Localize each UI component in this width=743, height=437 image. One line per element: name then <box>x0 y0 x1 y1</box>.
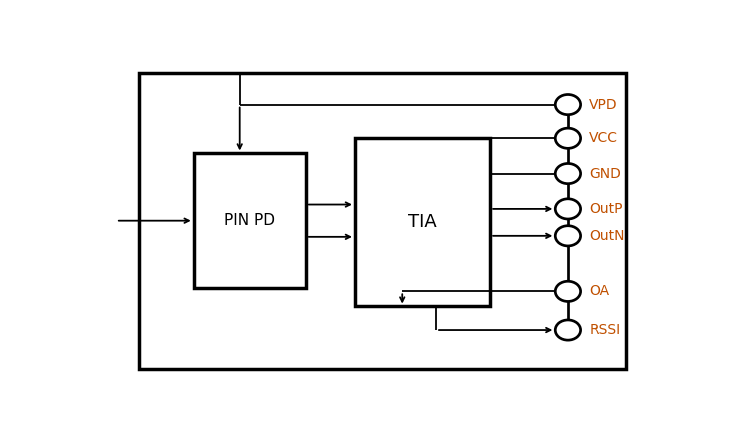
Ellipse shape <box>555 163 580 184</box>
Ellipse shape <box>555 281 580 302</box>
Text: RSSI: RSSI <box>589 323 620 337</box>
Text: GND: GND <box>589 166 621 180</box>
Text: TIA: TIA <box>408 213 437 231</box>
Ellipse shape <box>555 94 580 114</box>
Text: OutN: OutN <box>589 229 625 243</box>
Text: OA: OA <box>589 284 609 298</box>
Ellipse shape <box>555 199 580 219</box>
Text: VCC: VCC <box>589 131 618 145</box>
Bar <box>139 73 626 369</box>
Bar <box>355 138 490 306</box>
Text: VPD: VPD <box>589 97 618 111</box>
Bar <box>194 153 306 288</box>
Ellipse shape <box>555 128 580 148</box>
Text: PIN PD: PIN PD <box>224 213 276 228</box>
Ellipse shape <box>555 320 580 340</box>
Ellipse shape <box>555 226 580 246</box>
Text: OutP: OutP <box>589 202 623 216</box>
